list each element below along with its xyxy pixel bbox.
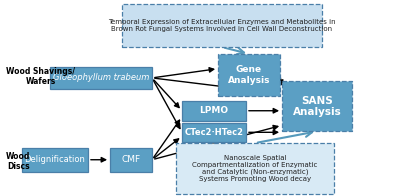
FancyBboxPatch shape [282, 81, 352, 131]
Text: Delignification: Delignification [24, 155, 86, 164]
FancyBboxPatch shape [218, 54, 280, 96]
FancyBboxPatch shape [122, 4, 322, 47]
FancyBboxPatch shape [50, 67, 152, 89]
Text: Wood Shavings/
Wafers: Wood Shavings/ Wafers [6, 67, 75, 86]
Text: Temporal Expression of Extracellular Enzymes and Metabolites in
Brown Rot Fungal: Temporal Expression of Extracellular Enz… [108, 19, 336, 32]
FancyBboxPatch shape [182, 122, 246, 142]
Text: SANS
Analysis: SANS Analysis [293, 95, 341, 117]
FancyBboxPatch shape [176, 143, 334, 194]
FancyBboxPatch shape [22, 148, 88, 172]
Text: Gloeophyllum trabeum: Gloeophyllum trabeum [53, 74, 149, 82]
Text: Nanoscale Spatial
Compartmentalization of Enzymatic
and Catalytic (Non-enzymatic: Nanoscale Spatial Compartmentalization o… [192, 155, 318, 182]
Text: CMF: CMF [122, 155, 140, 164]
Text: LPMO: LPMO [200, 106, 228, 115]
FancyBboxPatch shape [182, 101, 246, 121]
Text: Gene
Analysis: Gene Analysis [228, 65, 270, 85]
FancyBboxPatch shape [110, 148, 152, 172]
Text: Wood
Discs: Wood Discs [6, 152, 30, 171]
Text: CTec2·HTec2: CTec2·HTec2 [184, 128, 244, 137]
